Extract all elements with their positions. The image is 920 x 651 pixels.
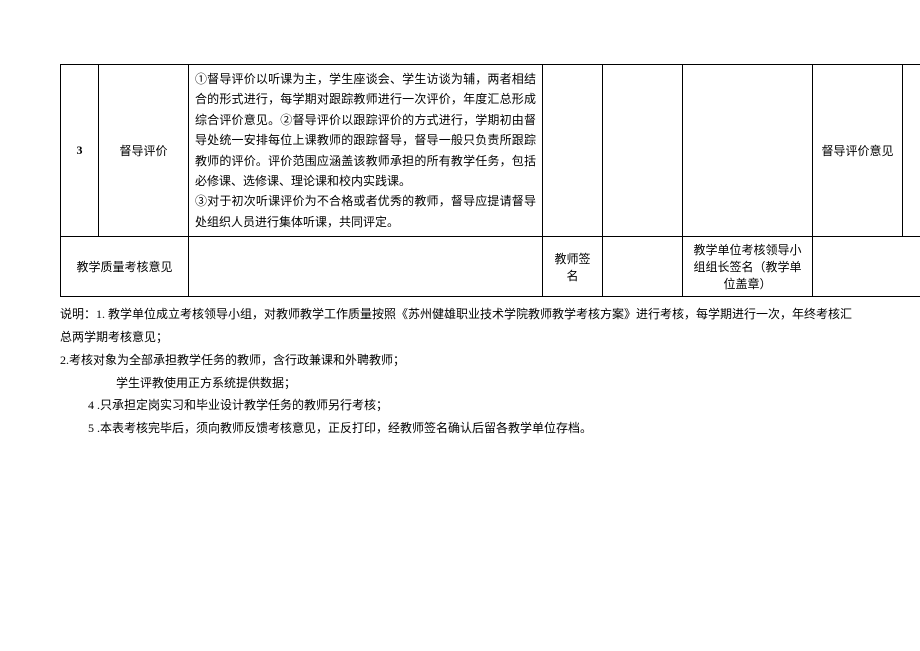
note-line: 2.考核对象为全部承担教学任务的教师，含行政兼课和外聘教师； bbox=[60, 349, 860, 372]
note-text: .只承担定岗实习和毕业设计教学任务的教师另行考核； bbox=[94, 398, 388, 412]
note-line: 4 .只承担定岗实习和毕业设计教学任务的教师另行考核； bbox=[88, 394, 860, 417]
leader-sign-value bbox=[813, 237, 920, 297]
row-col6 bbox=[683, 65, 813, 237]
row-desc: ①督导评价以听课为主，学生座谈会、学生访谈为辅，两者相结合的形式进行，每学期对跟… bbox=[189, 65, 543, 237]
note-line: 5 .本表考核完毕后，须向教师反馈考核意见，正反打印，经教师签名确认后留各教学单… bbox=[88, 417, 860, 440]
row-name: 督导评价 bbox=[99, 65, 189, 237]
note-text: 1. 教学单位成立考核领导小组，对教师教学工作质量按照《苏州健雄职业技术学院教师… bbox=[60, 307, 852, 344]
row-col4 bbox=[543, 65, 603, 237]
leader-sign-label: 教学单位考核领导小组组长签名（教学单位盖章） bbox=[683, 237, 813, 297]
row-col7: 督导评价意见 bbox=[813, 65, 903, 237]
row-index: 3 bbox=[61, 65, 99, 237]
opinion-label: 教学质量考核意见 bbox=[61, 237, 189, 297]
table-row: 3 督导评价 ①督导评价以听课为主，学生座谈会、学生访谈为辅，两者相结合的形式进… bbox=[61, 65, 920, 237]
row-col5 bbox=[603, 65, 683, 237]
opinion-value bbox=[189, 237, 543, 297]
note-prefix: 说明： bbox=[60, 307, 96, 321]
note-line: 学生评教使用正方系统提供数据； bbox=[116, 372, 860, 395]
notes-block: 说明：1. 教学单位成立考核领导小组，对教师教学工作质量按照《苏州健雄职业技术学… bbox=[60, 303, 860, 440]
note-text: .本表考核完毕后，须向教师反馈考核意见，正反打印，经教师签名确认后留各教学单位存… bbox=[94, 421, 592, 435]
teacher-sign-label: 教师签名 bbox=[543, 237, 603, 297]
assessment-table: 3 督导评价 ①督导评价以听课为主，学生座谈会、学生访谈为辅，两者相结合的形式进… bbox=[60, 64, 920, 297]
table-row: 教学质量考核意见 教师签名 教学单位考核领导小组组长签名（教学单位盖章） bbox=[61, 237, 920, 297]
row-col8 bbox=[903, 65, 920, 237]
note-line: 说明：1. 教学单位成立考核领导小组，对教师教学工作质量按照《苏州健雄职业技术学… bbox=[60, 303, 860, 349]
teacher-sign-value bbox=[603, 237, 683, 297]
